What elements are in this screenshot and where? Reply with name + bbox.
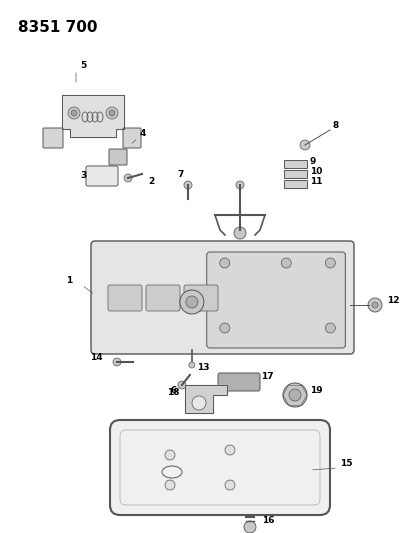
Text: 8: 8 xyxy=(332,121,338,130)
Circle shape xyxy=(164,480,175,490)
FancyBboxPatch shape xyxy=(110,420,329,515)
Circle shape xyxy=(281,258,290,268)
Text: 14: 14 xyxy=(90,353,103,362)
Circle shape xyxy=(68,107,80,119)
Text: 15: 15 xyxy=(339,459,352,468)
Circle shape xyxy=(236,181,243,189)
Circle shape xyxy=(91,170,95,174)
Circle shape xyxy=(191,396,205,410)
Text: 5: 5 xyxy=(80,61,86,70)
Circle shape xyxy=(180,290,203,314)
Circle shape xyxy=(189,362,194,368)
Text: 19: 19 xyxy=(309,386,322,395)
FancyBboxPatch shape xyxy=(284,171,307,179)
Text: 10: 10 xyxy=(309,167,321,176)
Circle shape xyxy=(184,181,191,189)
FancyBboxPatch shape xyxy=(43,128,63,148)
FancyBboxPatch shape xyxy=(91,241,353,354)
Circle shape xyxy=(71,110,77,116)
Circle shape xyxy=(299,140,309,150)
FancyBboxPatch shape xyxy=(100,254,344,345)
Text: 9: 9 xyxy=(309,157,316,166)
Text: 6: 6 xyxy=(170,386,176,395)
FancyBboxPatch shape xyxy=(123,128,141,148)
FancyBboxPatch shape xyxy=(86,166,118,186)
Circle shape xyxy=(113,358,121,366)
Text: 17: 17 xyxy=(261,372,273,381)
Text: 3: 3 xyxy=(81,171,87,180)
Text: 4: 4 xyxy=(139,129,146,138)
Text: 16: 16 xyxy=(261,516,274,525)
Text: 1: 1 xyxy=(65,276,72,285)
Circle shape xyxy=(109,170,113,174)
Text: 12: 12 xyxy=(386,296,398,305)
Circle shape xyxy=(243,521,255,533)
Text: 13: 13 xyxy=(196,363,209,372)
Text: 11: 11 xyxy=(309,177,322,186)
Circle shape xyxy=(282,383,306,407)
Circle shape xyxy=(124,174,132,182)
FancyBboxPatch shape xyxy=(146,285,180,311)
Circle shape xyxy=(164,450,175,460)
Polygon shape xyxy=(184,385,227,413)
FancyBboxPatch shape xyxy=(109,149,127,165)
Text: 8351 700: 8351 700 xyxy=(18,20,97,35)
Circle shape xyxy=(185,296,198,308)
Circle shape xyxy=(219,323,229,333)
Circle shape xyxy=(106,107,118,119)
FancyBboxPatch shape xyxy=(284,181,307,189)
Circle shape xyxy=(325,323,335,333)
Circle shape xyxy=(219,258,229,268)
Circle shape xyxy=(367,298,381,312)
Circle shape xyxy=(91,178,95,182)
Circle shape xyxy=(109,178,113,182)
FancyBboxPatch shape xyxy=(218,373,259,391)
Circle shape xyxy=(234,227,245,239)
FancyBboxPatch shape xyxy=(184,285,218,311)
Circle shape xyxy=(325,258,335,268)
Text: 18: 18 xyxy=(167,388,180,397)
Circle shape xyxy=(225,480,234,490)
Circle shape xyxy=(178,381,185,389)
Polygon shape xyxy=(62,95,124,137)
FancyBboxPatch shape xyxy=(206,252,344,348)
Circle shape xyxy=(371,302,377,308)
Text: 2: 2 xyxy=(148,177,154,186)
Circle shape xyxy=(225,445,234,455)
Circle shape xyxy=(288,389,300,401)
Text: 7: 7 xyxy=(177,170,184,179)
FancyBboxPatch shape xyxy=(108,285,142,311)
Circle shape xyxy=(109,110,115,116)
FancyBboxPatch shape xyxy=(284,160,307,168)
